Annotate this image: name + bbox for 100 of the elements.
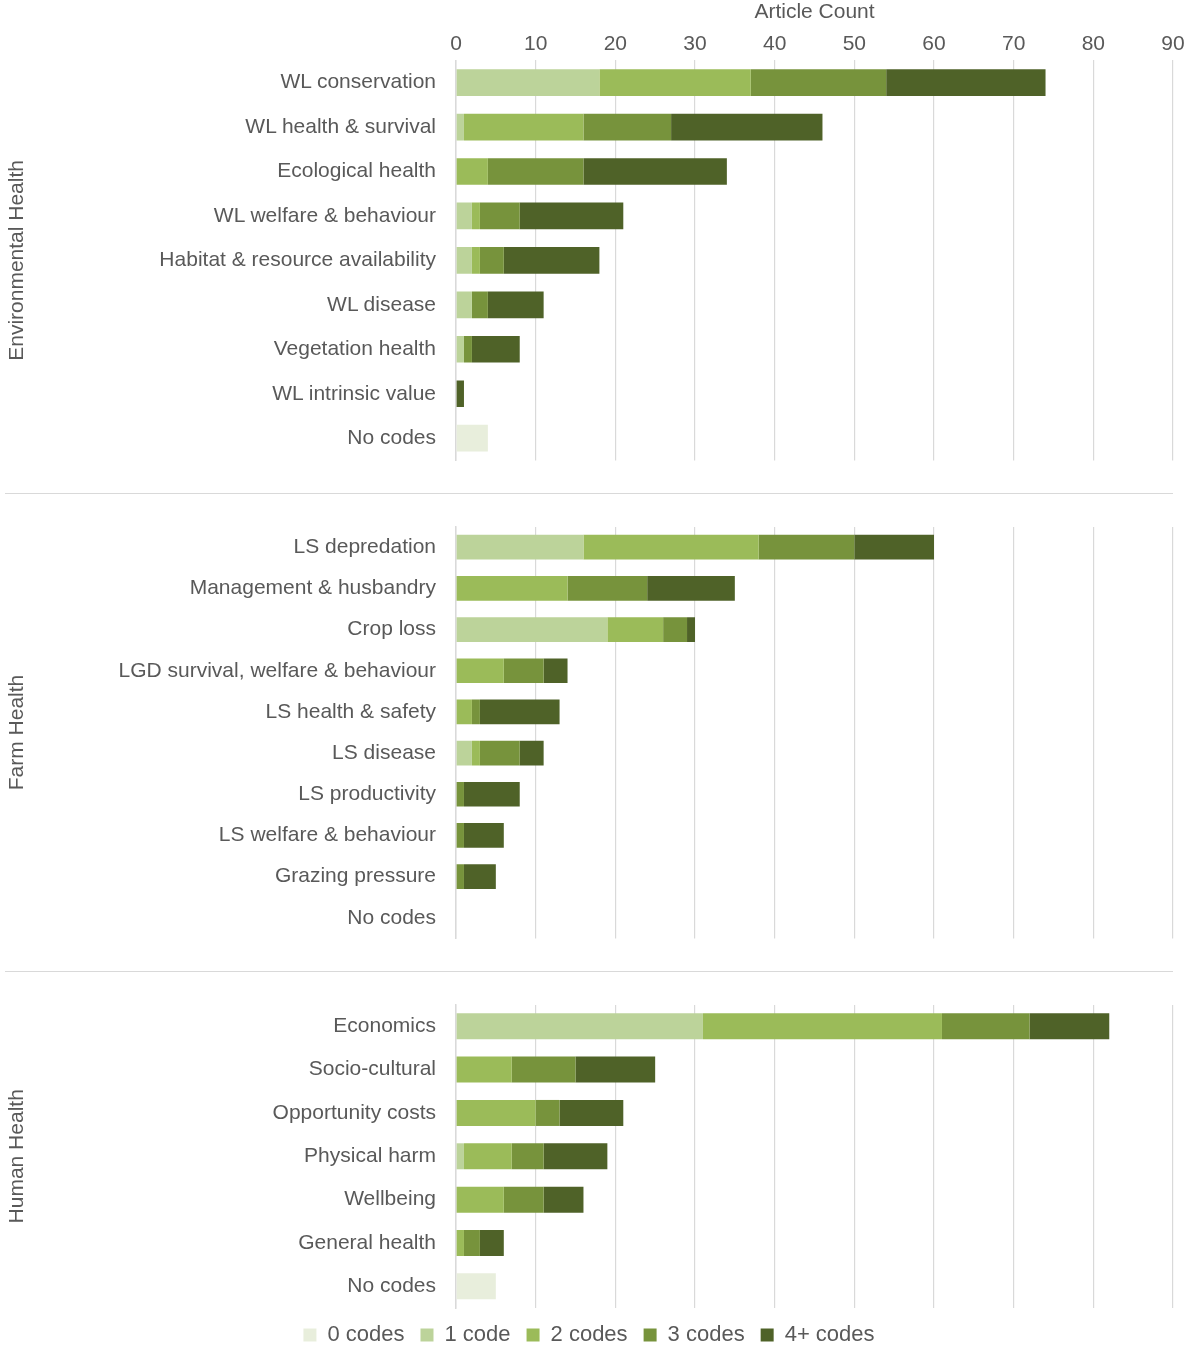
bar <box>456 1186 504 1213</box>
y-tick-label: Opportunity costs <box>272 1099 436 1123</box>
y-tick-label: Physical harm <box>304 1143 436 1167</box>
x-tick-label: 90 <box>1161 30 1185 54</box>
x-tick-label: 70 <box>1001 30 1026 54</box>
bar <box>599 69 751 96</box>
x-tick-label: 40 <box>762 30 787 54</box>
y-tick-label: LS depredation <box>293 533 436 557</box>
bar <box>456 69 600 96</box>
y-tick-label: Habitat & resource availability <box>159 247 437 271</box>
bar <box>535 1099 560 1126</box>
bar <box>456 1229 464 1256</box>
bar <box>519 740 544 766</box>
x-tick-label: 60 <box>922 30 946 54</box>
bar <box>607 617 664 642</box>
bar <box>456 781 464 807</box>
bar <box>583 113 672 141</box>
legend-label: 3 codes <box>667 1321 745 1347</box>
bar <box>456 424 488 452</box>
y-tick-label: Ecological health <box>277 158 436 182</box>
bar <box>463 823 504 848</box>
bar <box>750 69 887 96</box>
bar <box>456 113 464 141</box>
bar <box>471 247 480 274</box>
y-tick-label: LS health & safety <box>265 698 437 722</box>
bar <box>456 1143 464 1170</box>
bar <box>471 335 520 363</box>
bar <box>479 247 504 274</box>
bar <box>456 864 464 889</box>
bar <box>456 1013 703 1040</box>
y-tick-label: WL disease <box>327 291 436 315</box>
bar <box>647 576 735 601</box>
y-tick-label: WL welfare & behaviour <box>213 202 436 226</box>
y-tick-label: LGD survival, welfare & behaviour <box>118 657 436 681</box>
x-axis-title: Article Count <box>754 0 875 23</box>
bar <box>487 158 584 185</box>
bar <box>463 781 520 807</box>
bar <box>471 740 480 766</box>
y-tick-label: No codes <box>347 904 436 928</box>
bar <box>456 247 472 274</box>
bar <box>583 534 759 560</box>
bar <box>583 158 727 185</box>
bar <box>463 1143 512 1170</box>
y-axis-title: Farm Health <box>4 674 28 791</box>
bar <box>479 740 520 766</box>
bar <box>854 534 934 560</box>
bar <box>1029 1013 1110 1040</box>
y-tick-label: WL conservation <box>280 69 436 93</box>
y-tick-label: Crop loss <box>347 616 436 640</box>
y-tick-label: No codes <box>347 1273 436 1297</box>
bar <box>456 202 472 230</box>
y-tick-label: LS disease <box>332 739 436 763</box>
bar <box>543 1143 608 1170</box>
y-tick-label: General health <box>298 1229 436 1253</box>
x-tick-label: 80 <box>1081 30 1106 54</box>
legend-label: 0 codes <box>327 1321 405 1347</box>
bar <box>543 1186 584 1213</box>
bar <box>456 617 608 642</box>
y-tick-label: Vegetation health <box>273 336 436 360</box>
bar <box>511 1143 544 1170</box>
bar <box>471 291 488 319</box>
bar <box>687 617 695 642</box>
bar <box>503 247 600 274</box>
bar <box>471 202 480 230</box>
bar <box>886 69 1046 96</box>
legend-label: 1 code <box>444 1321 511 1347</box>
bar <box>519 202 624 230</box>
bar <box>702 1013 942 1040</box>
y-axis-title: Human Health <box>4 1089 28 1224</box>
bar <box>575 1056 656 1083</box>
x-tick-label: 20 <box>603 30 628 54</box>
bar <box>503 1186 544 1213</box>
bar <box>456 1099 536 1126</box>
bar <box>456 1273 496 1300</box>
bar <box>456 335 464 363</box>
bar <box>671 113 823 141</box>
y-tick-label: LS welfare & behaviour <box>218 822 436 846</box>
bar <box>456 158 488 185</box>
bar <box>559 1099 624 1126</box>
bar <box>456 658 504 684</box>
bar <box>456 380 464 408</box>
bar <box>456 291 472 319</box>
bar <box>503 658 544 684</box>
x-tick-label: 0 <box>450 30 462 54</box>
y-tick-label: Wellbeing <box>344 1186 436 1210</box>
bar <box>456 823 464 848</box>
y-tick-label: Grazing pressure <box>274 863 436 887</box>
bar <box>479 202 520 230</box>
bar <box>543 658 568 684</box>
bar <box>456 699 472 725</box>
y-tick-label: Management & husbandry <box>189 575 437 599</box>
y-tick-label: LS productivity <box>298 781 437 805</box>
legend-label: 2 codes <box>550 1321 628 1347</box>
y-tick-label: Economics <box>333 1013 436 1037</box>
x-tick-label: 10 <box>523 30 548 54</box>
bar <box>463 335 472 363</box>
bar <box>456 534 584 560</box>
bar <box>456 1056 512 1083</box>
x-tick-label: 30 <box>683 30 707 54</box>
bar <box>463 864 496 889</box>
